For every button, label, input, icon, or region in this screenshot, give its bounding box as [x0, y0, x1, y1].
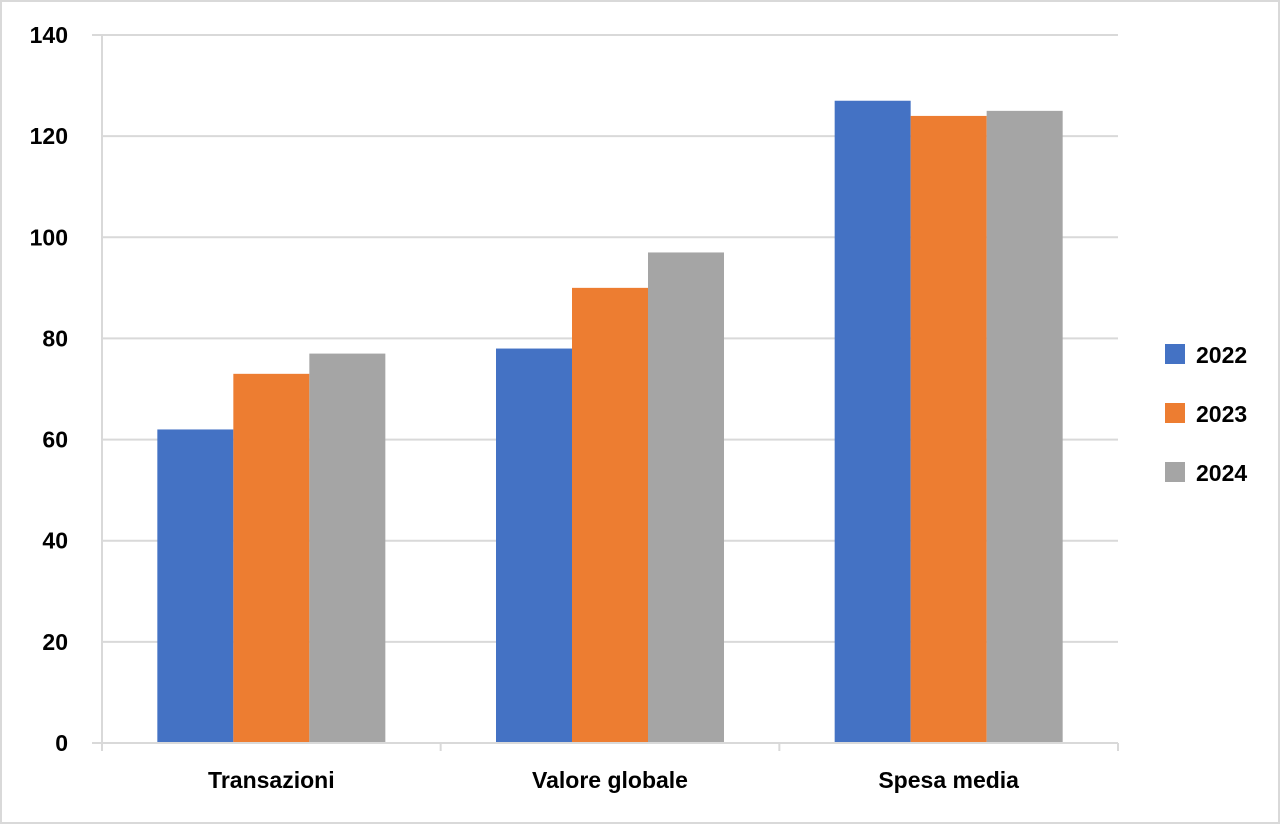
bar-2023-0	[233, 373, 310, 743]
legend: 2022 2023 2024	[1165, 342, 1247, 486]
legend-label: 2024	[1196, 460, 1247, 486]
category-labels: Transazioni Valore globale Spesa media	[208, 767, 1019, 793]
y-tick-label: 100	[30, 224, 68, 250]
bar-2024-2	[986, 110, 1063, 744]
bars	[157, 100, 1063, 744]
y-tick-label: 20	[42, 629, 68, 655]
category-label: Transazioni	[208, 767, 335, 793]
legend-swatch-2024	[1165, 462, 1185, 482]
y-tick-label: 60	[42, 427, 68, 453]
bar-2023-2	[910, 115, 987, 743]
legend-swatch-2023	[1165, 403, 1185, 423]
y-tick-label: 80	[42, 325, 68, 351]
bar-2022-1	[496, 348, 572, 743]
legend-label: 2022	[1196, 342, 1247, 368]
category-label: Valore globale	[532, 767, 688, 793]
legend-label: 2023	[1196, 401, 1247, 427]
bar-2022-0	[157, 429, 234, 743]
bar-2024-1	[648, 252, 724, 743]
y-tick-label: 40	[42, 528, 68, 554]
bar-2024-0	[309, 353, 386, 743]
y-tick-label: 0	[55, 730, 68, 756]
axes	[92, 34, 1119, 751]
bar-2022-2	[834, 100, 911, 743]
bar-2023-1	[572, 287, 648, 743]
y-tick-labels: 0 20 40 60 80 100 120 140	[30, 22, 68, 756]
y-tick-label: 120	[30, 123, 68, 149]
legend-swatch-2022	[1165, 344, 1185, 364]
y-tick-label: 140	[30, 22, 68, 48]
category-label: Spesa media	[878, 767, 1019, 793]
